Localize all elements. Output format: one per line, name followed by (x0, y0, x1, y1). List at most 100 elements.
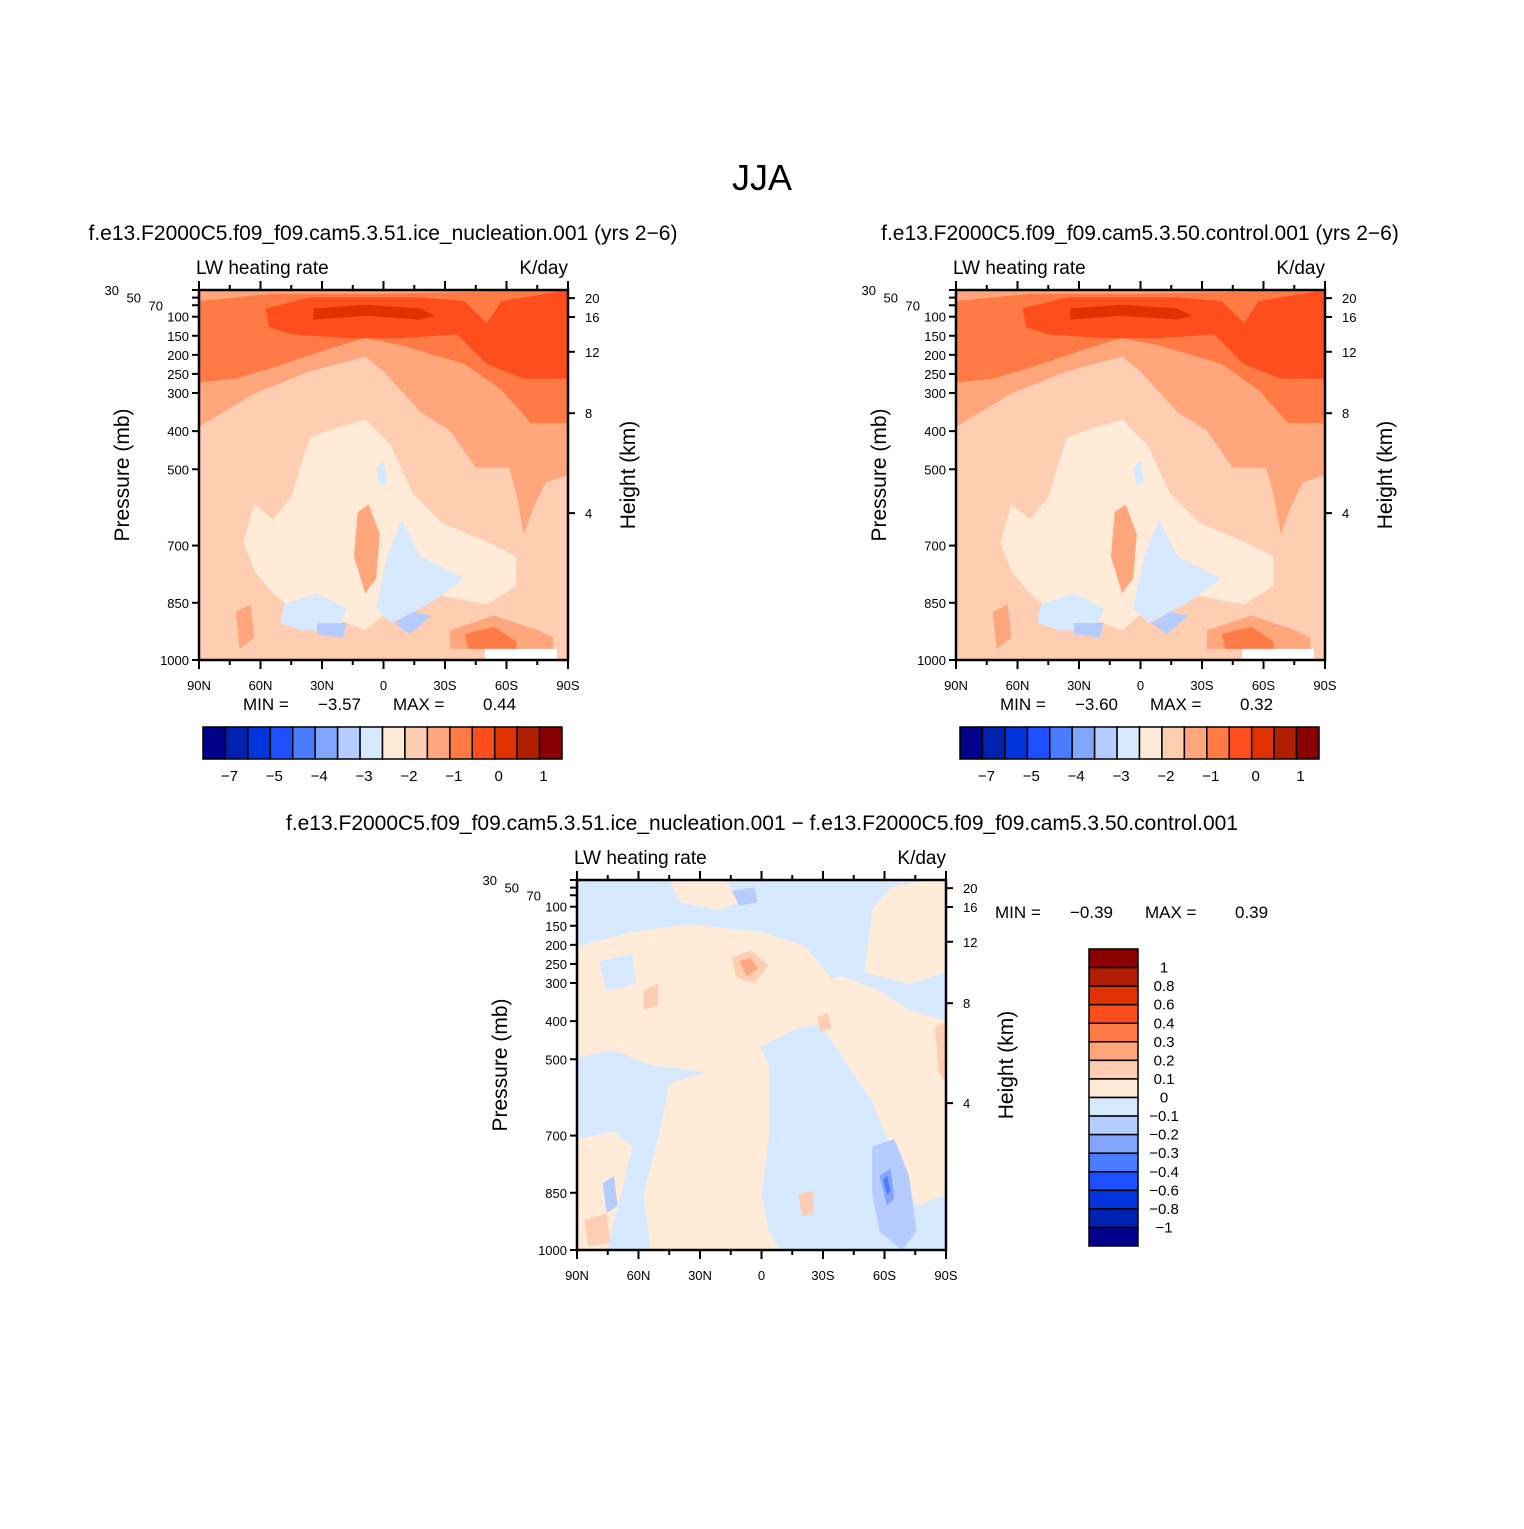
colorbar-box (202, 726, 227, 760)
pressure-tick-label: 200 (545, 938, 567, 953)
lat-tick-label: 0 (380, 678, 387, 693)
contour-region (394, 611, 432, 635)
max-value: 0.44 (483, 695, 516, 714)
pressure-tick-label: 70 (527, 888, 541, 903)
pressure-tick-label: 400 (167, 424, 189, 439)
contour-region (643, 983, 659, 1010)
pressure-tick-label: 850 (924, 596, 946, 611)
colorbar-label: 0 (495, 768, 503, 785)
pressure-tick-label: 100 (167, 310, 189, 325)
y-axis-label-right: Height (km) (617, 421, 640, 530)
pressure-tick-label: 1000 (538, 1243, 567, 1258)
colorbar-box (1088, 1189, 1139, 1210)
contour-region (584, 1213, 611, 1247)
colorbar-label: −4 (311, 768, 328, 785)
colorbar-box (1088, 1078, 1139, 1099)
pressure-tick-label: 500 (545, 1052, 567, 1067)
colorbar-label: −4 (1068, 768, 1085, 785)
pressure-tick-label: 30 (105, 283, 119, 298)
contour-region (599, 954, 637, 991)
height-tick-label: 12 (1342, 345, 1356, 360)
pressure-tick-label: 30 (483, 873, 497, 888)
height-tick-label: 12 (585, 345, 599, 360)
height-tick-label: 12 (963, 935, 977, 950)
pressure-tick-label: 30 (862, 283, 876, 298)
contour-region (934, 1020, 946, 1084)
colorbar-label: −5 (266, 768, 283, 785)
height-tick-label: 16 (1342, 310, 1356, 325)
min-label: MIN = (995, 903, 1041, 922)
max-label: MAX = (1145, 903, 1197, 922)
pressure-tick-label: 70 (906, 298, 920, 313)
missing-data-region (1241, 648, 1314, 660)
contour-region (313, 304, 436, 320)
colorbar-label: 1 (1296, 768, 1304, 785)
contour-region (1133, 519, 1222, 623)
colorbar-box (1088, 948, 1139, 969)
panel-title: f.e13.F2000C5.f09_f09.cam5.3.50.control.… (881, 222, 1399, 245)
contour-region (864, 880, 946, 984)
colorbar-label: 1 (539, 768, 547, 785)
min-value: −3.57 (318, 695, 361, 714)
contour-region (872, 1139, 917, 1250)
colorbar-label: 0 (1160, 1090, 1168, 1107)
colorbar-label: −0.1 (1149, 1108, 1179, 1125)
colorbar-label: 0.6 (1154, 997, 1175, 1014)
left-label: LW heating rate (953, 258, 1086, 279)
colorbar-box (1088, 985, 1139, 1006)
colorbar-box (247, 726, 272, 760)
contour-field (956, 290, 1325, 660)
colorbar-box (516, 726, 541, 760)
pressure-tick-label: 50 (884, 291, 898, 306)
colorbar-box (1250, 726, 1275, 760)
colorbar-label: −0.6 (1149, 1182, 1179, 1199)
contour-region (376, 519, 465, 623)
contour-region (1151, 611, 1189, 635)
colorbar-box (1088, 1133, 1139, 1154)
lat-tick-label: 90N (187, 678, 211, 693)
contour-region (602, 1176, 618, 1213)
lat-tick-label: 90N (944, 678, 968, 693)
colorbar-box (314, 726, 339, 760)
pressure-tick-label: 200 (924, 348, 946, 363)
lat-tick-label: 30S (811, 1268, 834, 1283)
lat-tick-label: 30N (1067, 678, 1091, 693)
colorbar-box (1161, 726, 1186, 760)
colorbar-box (269, 726, 294, 760)
colorbar-box (1088, 1226, 1139, 1247)
colorbar-label: −3 (1113, 768, 1130, 785)
lat-tick-label: 90N (565, 1268, 589, 1283)
colorbar-box (449, 726, 473, 760)
pressure-tick-label: 850 (545, 1186, 567, 1201)
colorbar-box (1088, 1171, 1139, 1192)
pressure-tick-label: 400 (545, 1014, 567, 1029)
contour-region (1110, 504, 1137, 594)
pressure-tick-label: 100 (545, 900, 567, 915)
colorbar-box (1071, 726, 1096, 760)
contour-region (280, 593, 347, 631)
lat-tick-label: 30S (433, 678, 456, 693)
lat-tick-label: 60N (627, 1268, 651, 1283)
pressure-tick-label: 250 (924, 367, 946, 382)
colorbar-label: −1 (445, 768, 462, 785)
colorbar-label: −1 (1202, 768, 1219, 785)
pressure-tick-label: 500 (924, 462, 946, 477)
colorbar-label: −7 (978, 768, 995, 785)
height-tick-label: 4 (585, 506, 592, 521)
colorbar-box (1026, 726, 1051, 760)
pressure-tick-label: 300 (545, 976, 567, 991)
figure-title: JJA (732, 157, 792, 198)
contour-field (577, 880, 946, 1250)
height-tick-label: 4 (963, 1096, 970, 1111)
lat-tick-label: 90S (556, 678, 579, 693)
colorbar-box (981, 726, 1006, 760)
pressure-tick-label: 300 (167, 386, 189, 401)
colorbar-box (1088, 1096, 1139, 1117)
colorbar-box (426, 726, 451, 760)
height-tick-label: 8 (963, 996, 970, 1011)
lat-tick-label: 0 (1137, 678, 1144, 693)
colorbar-label: −0.4 (1149, 1164, 1179, 1181)
pressure-tick-label: 250 (167, 367, 189, 382)
colorbar-box (404, 726, 429, 760)
